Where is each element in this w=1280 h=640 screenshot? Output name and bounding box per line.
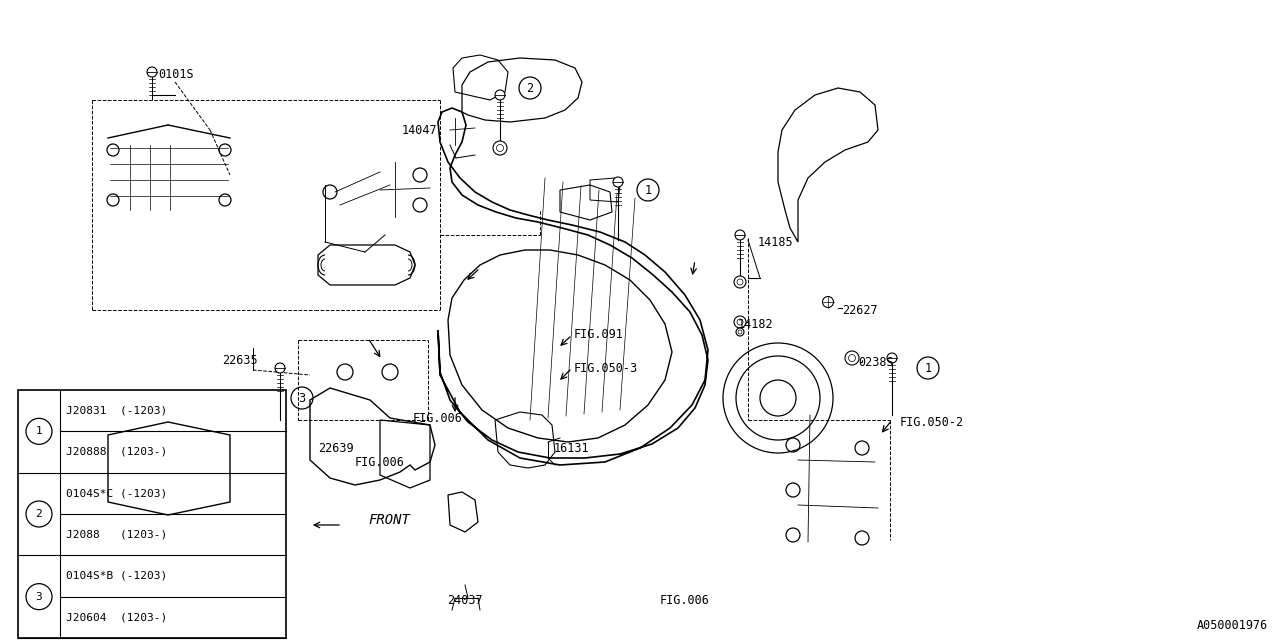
- Text: 2: 2: [36, 509, 42, 519]
- Text: 3: 3: [36, 591, 42, 602]
- Text: 1: 1: [644, 184, 652, 196]
- Text: 14047: 14047: [402, 124, 438, 136]
- Text: 16131: 16131: [554, 442, 590, 454]
- Circle shape: [733, 316, 746, 328]
- Circle shape: [887, 353, 897, 363]
- Text: 22635: 22635: [221, 353, 257, 367]
- Text: FIG.050-2: FIG.050-2: [900, 415, 964, 429]
- Text: 14185: 14185: [758, 236, 794, 248]
- Text: 0104S*C (-1203): 0104S*C (-1203): [67, 488, 168, 499]
- Text: 3: 3: [298, 392, 306, 404]
- Circle shape: [733, 276, 746, 288]
- Text: FRONT: FRONT: [369, 513, 410, 527]
- Text: J20888  (1203-): J20888 (1203-): [67, 447, 168, 457]
- Text: 1: 1: [36, 426, 42, 436]
- Text: 1: 1: [924, 362, 932, 374]
- Circle shape: [495, 90, 506, 100]
- Circle shape: [823, 296, 833, 307]
- Circle shape: [845, 351, 859, 365]
- Text: J20604  (1203-): J20604 (1203-): [67, 612, 168, 622]
- Text: J2088   (1203-): J2088 (1203-): [67, 530, 168, 540]
- Circle shape: [275, 363, 285, 373]
- Text: 0101S: 0101S: [157, 68, 193, 81]
- Text: 24037: 24037: [447, 593, 483, 607]
- Text: 0238S: 0238S: [858, 355, 893, 369]
- Text: FIG.050-3: FIG.050-3: [573, 362, 639, 374]
- Circle shape: [613, 177, 623, 187]
- Bar: [18, 390, 285, 638]
- Circle shape: [493, 141, 507, 155]
- Circle shape: [147, 67, 157, 77]
- Circle shape: [735, 230, 745, 240]
- Text: 2: 2: [526, 81, 534, 95]
- Text: FIG.006: FIG.006: [413, 412, 463, 424]
- Text: 14182: 14182: [739, 319, 773, 332]
- Text: FIG.006: FIG.006: [660, 593, 710, 607]
- Text: 22627: 22627: [842, 303, 878, 317]
- Text: 22639: 22639: [317, 442, 353, 454]
- Text: FIG.006: FIG.006: [355, 456, 404, 468]
- Text: J20831  (-1203): J20831 (-1203): [67, 406, 168, 415]
- Text: 0104S*B (-1203): 0104S*B (-1203): [67, 571, 168, 581]
- Text: FIG.091: FIG.091: [573, 328, 623, 342]
- Circle shape: [736, 328, 744, 336]
- Text: A050001976: A050001976: [1197, 619, 1268, 632]
